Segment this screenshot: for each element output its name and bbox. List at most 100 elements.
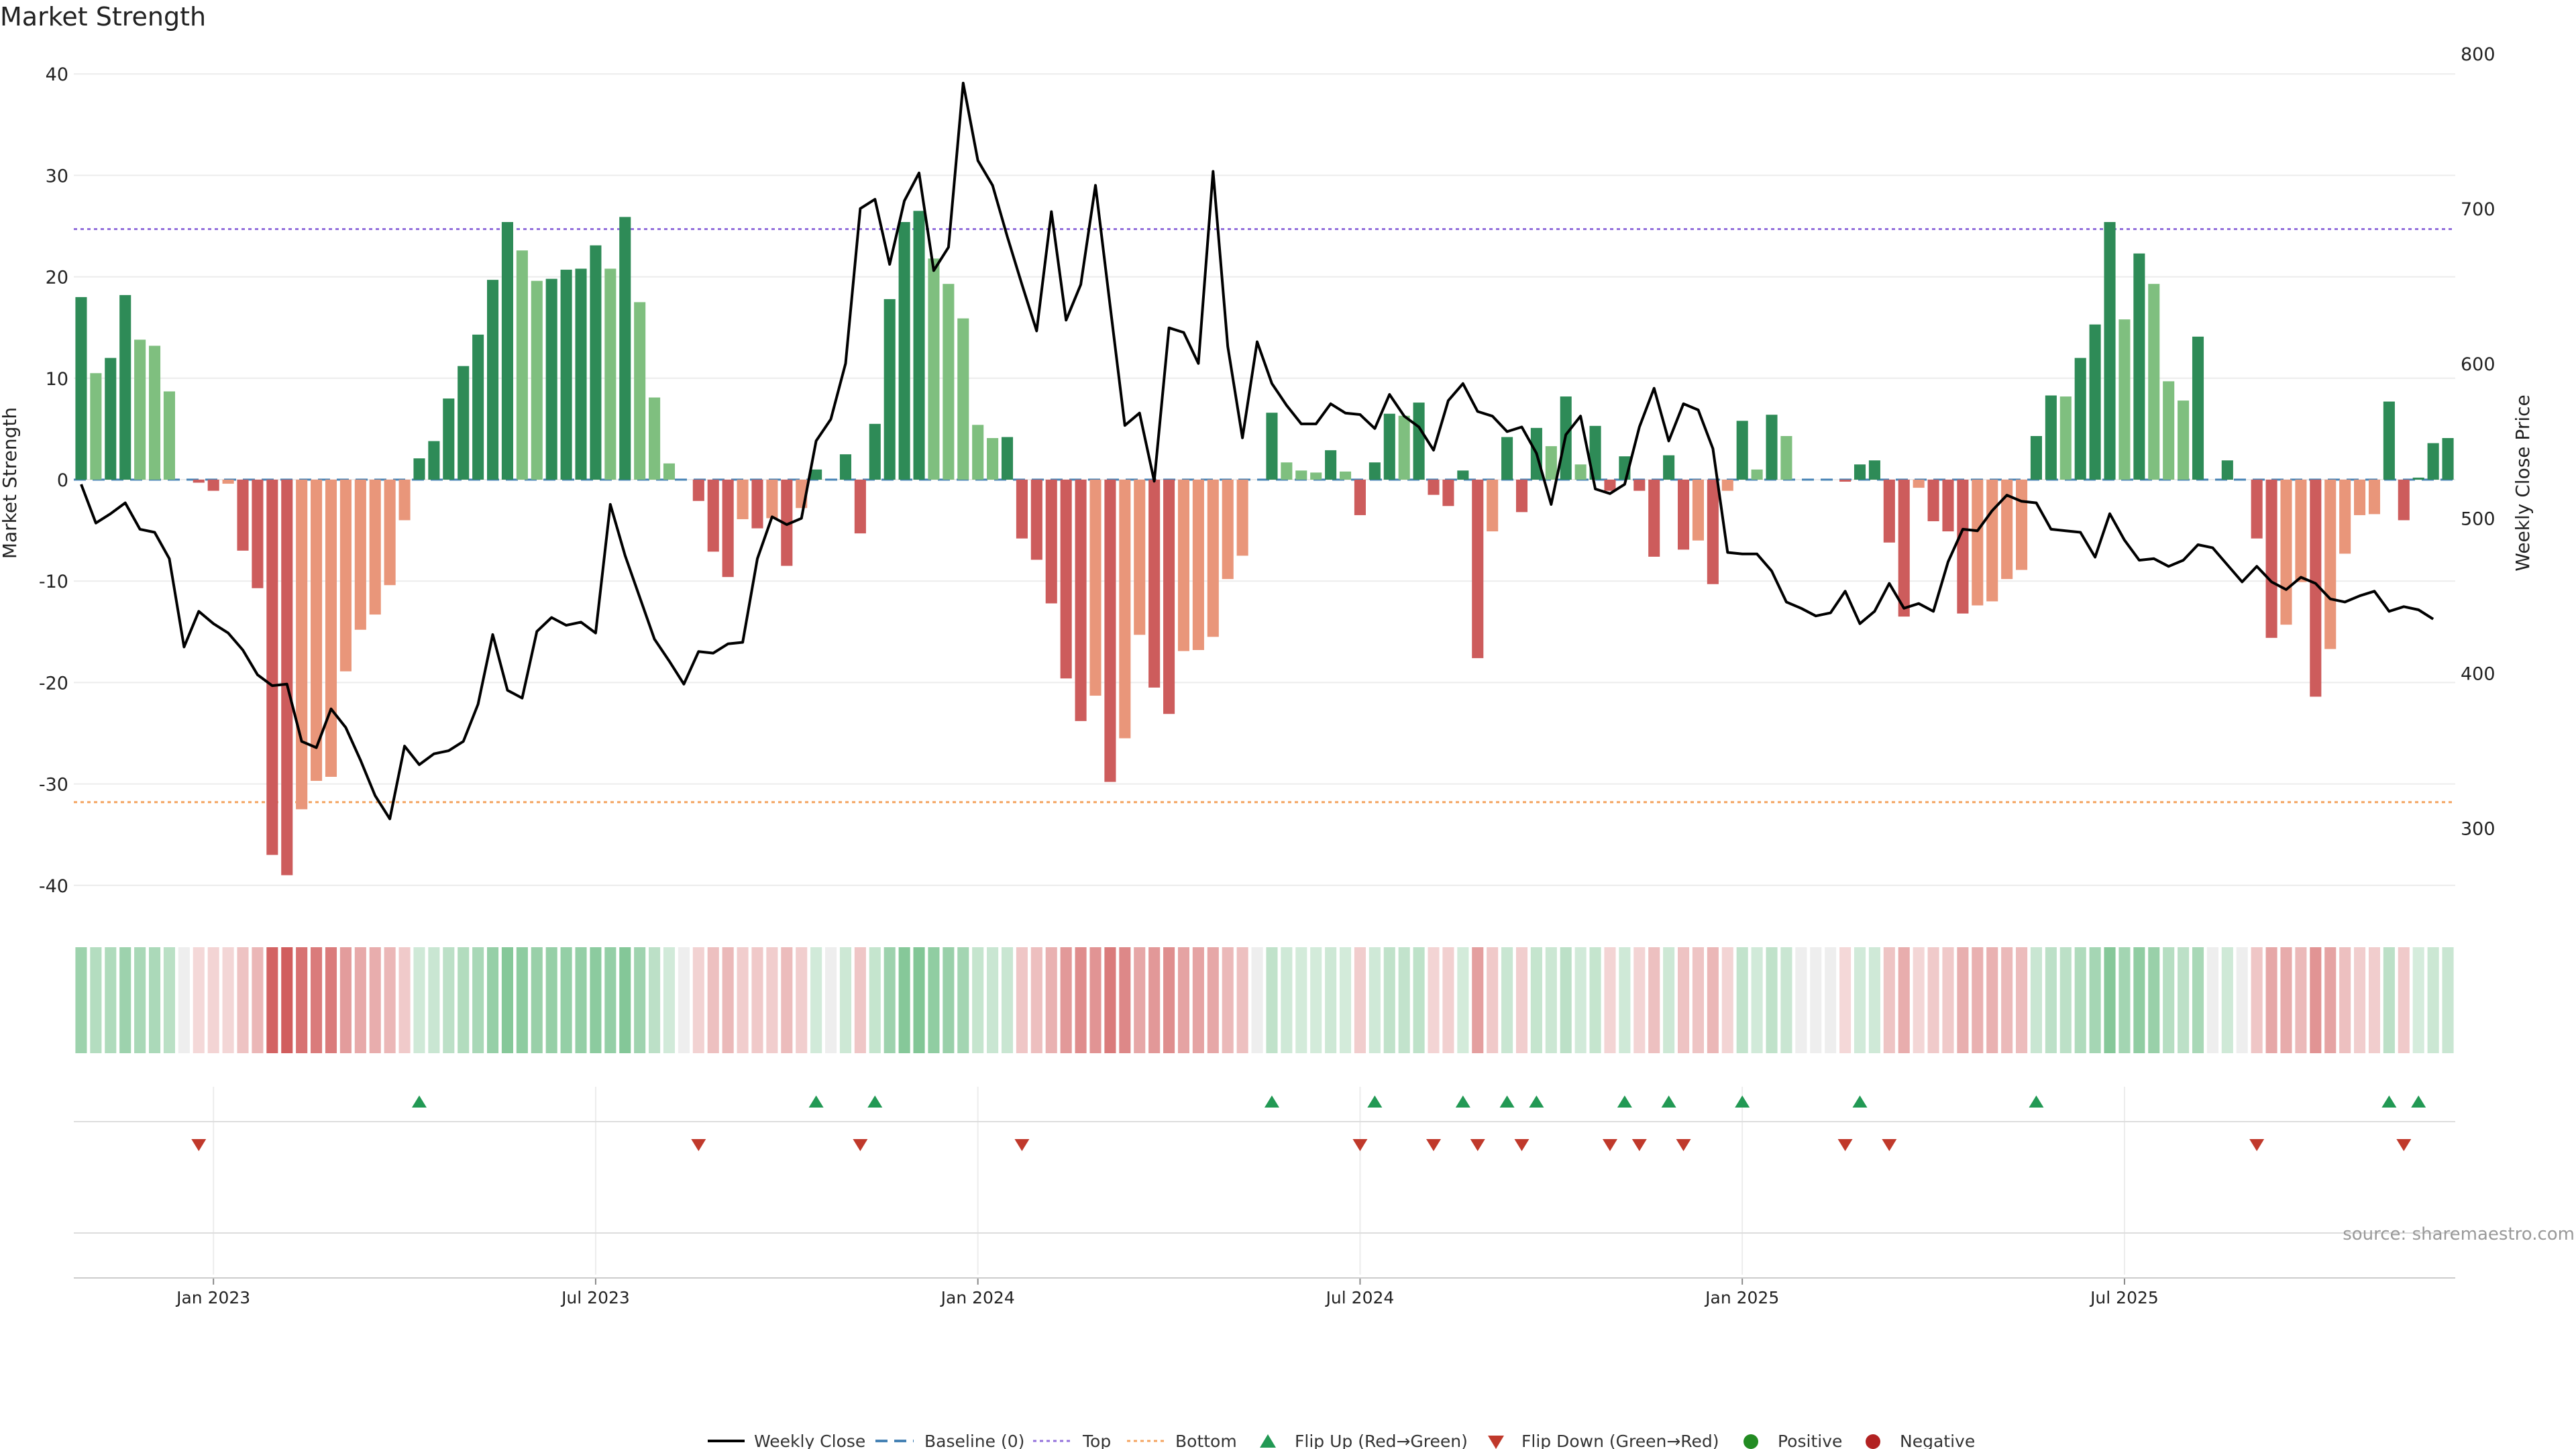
x-tick-label: Jul 2023 — [560, 1288, 630, 1307]
heat-cell — [1868, 947, 1880, 1053]
heat-cell — [1016, 947, 1028, 1053]
flip-up-marker — [867, 1095, 883, 1108]
heat-cell — [1854, 947, 1866, 1053]
flip-up-marker — [1852, 1095, 1868, 1108]
strength-bar — [90, 373, 102, 480]
legend-negative-label: Negative — [1900, 1432, 1975, 1449]
heat-cell — [1663, 947, 1675, 1053]
strength-bar — [1236, 480, 1248, 556]
heat-cell — [1339, 947, 1352, 1053]
heat-cell — [1148, 947, 1161, 1053]
heat-cell — [2398, 947, 2410, 1053]
axes: 40 30 20 10 0 -10 -20 -30 -40 800 700 600 500 400 300 J… — [39, 44, 2496, 1307]
strength-bar — [810, 469, 822, 480]
strength-bar — [311, 480, 323, 782]
chart-title: Market Strength — [0, 2, 206, 32]
heat-cell — [222, 947, 234, 1053]
heat-cell — [1281, 947, 1293, 1053]
strength-bar — [1001, 437, 1014, 480]
strength-bar — [1413, 402, 1425, 480]
strength-bar — [1148, 480, 1161, 688]
heat-cell — [1942, 947, 1954, 1053]
heat-cell — [2192, 947, 2204, 1053]
legend-weekly-close-label: Weekly Close — [754, 1432, 865, 1449]
heat-cell — [2059, 947, 2072, 1053]
flip-down-marker — [1676, 1139, 1691, 1151]
strength-bar — [472, 334, 484, 480]
heat-cell — [1692, 947, 1704, 1053]
heat-cell — [839, 947, 852, 1053]
heat-cell — [105, 947, 117, 1053]
flip-up-marker — [1499, 1095, 1515, 1108]
legend-negative-icon — [1866, 1434, 1880, 1449]
strength-bar — [296, 480, 308, 810]
strength-bar — [1457, 470, 1469, 480]
reference-lines — [74, 228, 2455, 804]
strength-bar — [2442, 438, 2454, 480]
legend-baseline-label: Baseline (0) — [924, 1432, 1024, 1449]
heat-cell — [1957, 947, 1969, 1053]
strength-bar — [458, 366, 470, 480]
heat-cell — [1398, 947, 1410, 1053]
strength-bar — [2148, 284, 2160, 480]
heat-cell — [692, 947, 704, 1053]
grid-lines — [74, 73, 2455, 1275]
heat-cell — [2074, 947, 2086, 1053]
strength-bar — [1736, 421, 1748, 480]
heat-cell — [1839, 947, 1851, 1053]
strength-bar — [2001, 480, 2013, 580]
weekly-close-line-group — [80, 81, 2434, 820]
strength-bar — [237, 480, 249, 551]
legend-top-label: Top — [1082, 1432, 1111, 1449]
heat-cell — [1721, 947, 1733, 1053]
strength-bar — [1766, 415, 1778, 480]
heat-cell — [678, 947, 690, 1053]
heat-cell — [1354, 947, 1366, 1053]
strength-bar — [1913, 480, 1925, 488]
heat-cell — [1325, 947, 1337, 1053]
strength-bar — [751, 480, 763, 529]
strength-bar — [575, 268, 587, 480]
heat-cell — [1192, 947, 1204, 1053]
strength-bar — [1692, 480, 1704, 541]
strength-bar — [1707, 480, 1719, 584]
flip-up-marker — [1455, 1095, 1470, 1108]
flip-down-marker — [853, 1139, 868, 1151]
heat-cell — [75, 947, 87, 1053]
heat-cell — [1825, 947, 1837, 1053]
strength-bar — [2192, 336, 2204, 480]
strength-bars — [75, 211, 2454, 875]
strength-heat-strip — [75, 947, 2454, 1053]
y-tick-label: -20 — [39, 673, 68, 694]
strength-bar — [1751, 469, 1763, 480]
y2-tick-label: 400 — [2461, 664, 2496, 685]
heat-cell — [2089, 947, 2101, 1053]
heat-cell — [2206, 947, 2218, 1053]
heat-cell — [2016, 947, 2028, 1053]
flip-up-marker — [1661, 1095, 1676, 1108]
strength-bar — [1163, 480, 1175, 714]
strength-bar — [1192, 480, 1204, 650]
strength-bar — [928, 258, 940, 480]
source-label: source: sharemaestro.com — [2343, 1224, 2575, 1244]
strength-bar — [560, 270, 572, 480]
heat-cell — [737, 947, 749, 1053]
x-tick-label: Jan 2023 — [175, 1288, 250, 1307]
strength-bar — [692, 480, 704, 501]
weekly-close-line — [80, 81, 2434, 820]
strength-bar — [854, 480, 866, 534]
strength-bar — [957, 318, 969, 480]
strength-bar — [781, 480, 793, 566]
heat-cell — [2442, 947, 2454, 1053]
strength-bar — [1589, 425, 1601, 480]
flip-up-marker — [2029, 1095, 2044, 1108]
strength-bar — [2368, 480, 2381, 515]
y-tick-label: 20 — [46, 268, 68, 288]
heat-cell — [1060, 947, 1072, 1053]
heat-cell — [1766, 947, 1778, 1053]
heat-cell — [1075, 947, 1087, 1053]
heat-cell — [1413, 947, 1425, 1053]
heat-cell — [2163, 947, 2175, 1053]
heat-cell — [883, 947, 896, 1053]
